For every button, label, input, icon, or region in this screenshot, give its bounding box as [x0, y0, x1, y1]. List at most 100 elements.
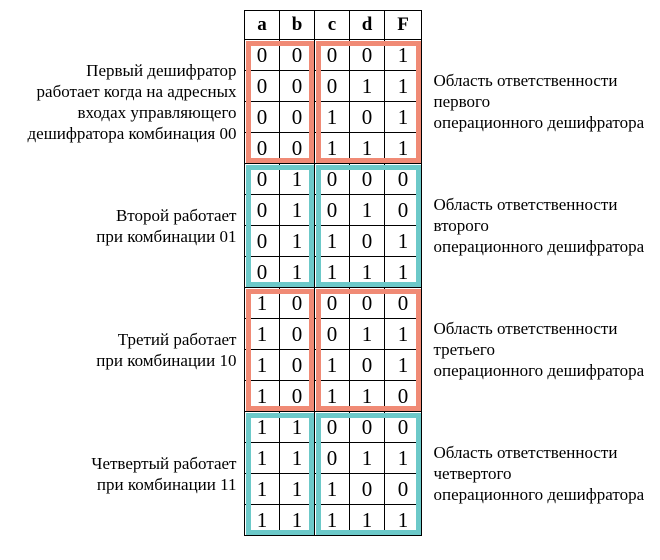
note-line: второго: [433, 216, 489, 235]
cell-f: 1: [384, 101, 422, 133]
note-line: четвертого: [433, 464, 512, 483]
cell-c: 1: [314, 101, 350, 133]
cell-f: 1: [384, 442, 422, 474]
cell-c: 1: [314, 349, 350, 381]
cell-b: 1: [279, 442, 315, 474]
cell-d: 1: [349, 194, 385, 226]
cell-a: 1: [244, 442, 280, 474]
cell-d: 0: [349, 411, 385, 443]
cell-a: 0: [244, 225, 280, 257]
cell-a: 1: [244, 504, 280, 536]
cell-f: 1: [384, 256, 422, 288]
note-line: дешифратора комбинация 00: [27, 123, 237, 143]
cell-c: 1: [314, 473, 350, 505]
cell-a: 0: [244, 256, 280, 288]
note-line: операционного дешифратора: [433, 485, 645, 504]
cell-f: 1: [384, 132, 422, 164]
note-line: Первый дешифратор: [86, 60, 237, 80]
cell-c: 0: [314, 287, 350, 319]
cell-a: 1: [244, 411, 280, 443]
cell-c: 0: [314, 163, 350, 195]
note-line: третьего: [433, 340, 495, 359]
cell-c: 0: [314, 70, 350, 102]
cell-f: 0: [384, 287, 422, 319]
cell-b: 1: [279, 225, 315, 257]
cell-c: 1: [314, 256, 350, 288]
cell-b: 0: [279, 287, 315, 319]
cell-d: 0: [349, 287, 385, 319]
group-1-responsibility-note: Область ответственности первого операционн…: [434, 70, 645, 133]
cell-c: 1: [314, 225, 350, 257]
cell-d: 1: [349, 442, 385, 474]
cell-d: 0: [349, 349, 385, 381]
header-a: a: [244, 10, 280, 40]
group-1-decoder-note: Первый дешифратор работает когда на адрес…: [28, 60, 237, 144]
cell-d: 1: [349, 504, 385, 536]
cell-f: 0: [384, 380, 422, 412]
cell-f: 1: [384, 39, 422, 71]
cell-d: 0: [349, 225, 385, 257]
cell-b: 1: [279, 504, 315, 536]
cell-b: 0: [279, 70, 315, 102]
note-line: при комбинации 01: [96, 226, 237, 246]
cell-b: 1: [279, 194, 315, 226]
cell-c: 1: [314, 380, 350, 412]
cell-a: 1: [244, 473, 280, 505]
group-3-responsibility-note: Область ответственности третьего операцион…: [434, 318, 645, 381]
cell-a: 0: [244, 163, 280, 195]
header-d: d: [349, 10, 385, 40]
cell-a: 1: [244, 287, 280, 319]
group-4-responsibility-note: Область ответственности четвертого операци…: [434, 442, 645, 505]
cell-f: 0: [384, 163, 422, 195]
note-line: Третий работает: [117, 329, 237, 349]
note-line: Четвертый работает: [91, 453, 237, 473]
cell-b: 0: [279, 39, 315, 71]
cell-a: 1: [244, 380, 280, 412]
header-row: a b c d F: [244, 10, 422, 40]
cell-b: 0: [279, 349, 315, 381]
note-line: Область ответственности: [433, 71, 618, 90]
cell-c: 0: [314, 194, 350, 226]
note-line: операционного дешифратора: [433, 361, 645, 380]
cell-d: 0: [349, 39, 385, 71]
cell-f: 1: [384, 349, 422, 381]
cell-b: 1: [279, 163, 315, 195]
note-line: операционного дешифратора: [433, 113, 645, 132]
note-line: Область ответственности: [433, 195, 618, 214]
note-line: при комбинации 11: [96, 474, 237, 494]
cell-c: 1: [314, 504, 350, 536]
cell-f: 0: [384, 411, 422, 443]
header-b: b: [279, 10, 315, 40]
cell-a: 0: [244, 194, 280, 226]
cell-b: 0: [279, 318, 315, 350]
note-line: Второй работает: [115, 205, 237, 225]
cell-d: 1: [349, 256, 385, 288]
note-line: Область ответственности: [433, 443, 618, 462]
cell-d: 1: [349, 70, 385, 102]
cell-b: 0: [279, 101, 315, 133]
cell-a: 1: [244, 318, 280, 350]
cell-b: 1: [279, 256, 315, 288]
cell-b: 0: [279, 132, 315, 164]
cell-d: 0: [349, 101, 385, 133]
cell-f: 0: [384, 473, 422, 505]
cell-a: 0: [244, 39, 280, 71]
group-2-decoder-note: Второй работает при комбинации 01: [96, 205, 236, 247]
group-3-decoder-note: Третий работает при комбинации 10: [96, 329, 236, 371]
note-line: Область ответственности: [433, 319, 618, 338]
cell-d: 1: [349, 132, 385, 164]
cell-c: 1: [314, 132, 350, 164]
cell-a: 0: [244, 101, 280, 133]
